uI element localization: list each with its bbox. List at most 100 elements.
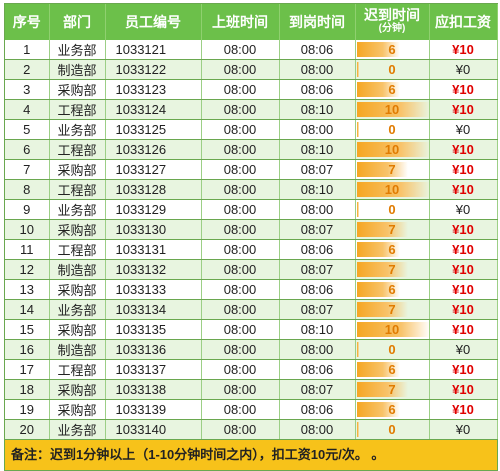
late-value: 10 <box>384 102 400 117</box>
late-data-bar <box>356 222 408 237</box>
cell-dept: 采购部 <box>49 159 106 180</box>
cell-employee-id: 1033128 <box>105 179 202 200</box>
table-row: 15 采购部 1033135 08:00 08:10 10 ¥10 <box>5 319 498 340</box>
cell-late-minutes: 10 <box>355 319 430 340</box>
cell-start-time: 08:00 <box>201 199 280 220</box>
cell-no: 8 <box>5 179 50 200</box>
cell-arrive-time: 08:06 <box>279 239 356 260</box>
cell-no: 5 <box>5 119 50 140</box>
late-value: 0 <box>388 62 396 77</box>
cell-arrive-time: 08:07 <box>279 259 356 280</box>
cell-start-time: 08:00 <box>201 40 280 60</box>
table-row: 8 工程部 1033128 08:00 08:10 10 ¥10 <box>5 179 498 200</box>
cell-arrive-time: 08:06 <box>279 40 356 60</box>
cell-employee-id: 1033125 <box>105 119 202 140</box>
attendance-table: 序号 部门 员工编号 上班时间 到岗时间 迟到时间 (分钟) 应扣工资 1 业务部… <box>5 4 498 440</box>
late-data-bar <box>356 162 408 177</box>
cell-late-minutes: 0 <box>355 339 430 360</box>
cell-no: 3 <box>5 79 50 100</box>
late-data-bar <box>356 282 401 297</box>
cell-dept: 业务部 <box>49 119 106 140</box>
cell-arrive-time: 08:00 <box>279 419 356 440</box>
cell-start-time: 08:00 <box>201 339 280 360</box>
table-row: 11 工程部 1033131 08:00 08:06 6 ¥10 <box>5 239 498 260</box>
table-row: 20 业务部 1033140 08:00 08:00 0 ¥0 <box>5 419 498 440</box>
late-data-bar <box>356 62 360 77</box>
cell-arrive-time: 08:00 <box>279 119 356 140</box>
cell-arrive-time: 08:00 <box>279 199 356 220</box>
cell-dept: 业务部 <box>49 419 106 440</box>
cell-deduction: ¥10 <box>429 319 498 340</box>
cell-late-minutes: 6 <box>355 79 430 100</box>
cell-employee-id: 1033124 <box>105 99 202 120</box>
table-row: 17 工程部 1033137 08:00 08:06 6 ¥10 <box>5 359 498 380</box>
late-data-bar <box>356 42 401 57</box>
cell-start-time: 08:00 <box>201 319 280 340</box>
late-value: 6 <box>388 362 396 377</box>
cell-dept: 工程部 <box>49 239 106 260</box>
cell-no: 4 <box>5 99 50 120</box>
cell-late-minutes: 10 <box>355 179 430 200</box>
table-row: 14 业务部 1033134 08:00 08:07 7 ¥10 <box>5 299 498 320</box>
cell-dept: 制造部 <box>49 339 106 360</box>
cell-deduction: ¥10 <box>429 159 498 180</box>
cell-late-minutes: 7 <box>355 299 430 320</box>
cell-deduction: ¥0 <box>429 199 498 220</box>
late-data-bar <box>356 302 408 317</box>
table-row: 1 业务部 1033121 08:00 08:06 6 ¥10 <box>5 40 498 60</box>
cell-no: 12 <box>5 259 50 280</box>
cell-dept: 工程部 <box>49 359 106 380</box>
cell-start-time: 08:00 <box>201 279 280 300</box>
cell-deduction: ¥10 <box>429 379 498 400</box>
cell-start-time: 08:00 <box>201 239 280 260</box>
cell-employee-id: 1033138 <box>105 379 202 400</box>
cell-deduction: ¥10 <box>429 299 498 320</box>
table-row: 19 采购部 1033139 08:00 08:06 6 ¥10 <box>5 399 498 420</box>
cell-no: 14 <box>5 299 50 320</box>
cell-no: 20 <box>5 419 50 440</box>
cell-no: 7 <box>5 159 50 180</box>
cell-arrive-time: 08:06 <box>279 79 356 100</box>
table-row: 16 制造部 1033136 08:00 08:00 0 ¥0 <box>5 339 498 360</box>
late-data-bar <box>356 202 360 217</box>
cell-employee-id: 1033135 <box>105 319 202 340</box>
cell-employee-id: 1033139 <box>105 399 202 420</box>
cell-deduction: ¥10 <box>429 259 498 280</box>
cell-start-time: 08:00 <box>201 159 280 180</box>
cell-arrive-time: 08:10 <box>279 139 356 160</box>
cell-dept: 制造部 <box>49 259 106 280</box>
cell-late-minutes: 10 <box>355 139 430 160</box>
cell-no: 10 <box>5 219 50 240</box>
cell-no: 9 <box>5 199 50 220</box>
late-data-bar <box>356 182 430 197</box>
late-value: 10 <box>384 322 400 337</box>
late-data-bar <box>356 402 401 417</box>
late-data-bar <box>356 82 401 97</box>
cell-late-minutes: 0 <box>355 199 430 220</box>
cell-deduction: ¥0 <box>429 339 498 360</box>
cell-start-time: 08:00 <box>201 399 280 420</box>
cell-late-minutes: 6 <box>355 239 430 260</box>
cell-no: 1 <box>5 40 50 60</box>
cell-deduction: ¥10 <box>429 99 498 120</box>
cell-no: 13 <box>5 279 50 300</box>
cell-dept: 采购部 <box>49 399 106 420</box>
late-value: 7 <box>388 302 396 317</box>
header-dept: 部门 <box>49 4 106 40</box>
late-value: 7 <box>388 382 396 397</box>
late-data-bar <box>356 262 408 277</box>
cell-late-minutes: 7 <box>355 159 430 180</box>
table-row: 6 工程部 1033126 08:00 08:10 10 ¥10 <box>5 139 498 160</box>
cell-late-minutes: 6 <box>355 279 430 300</box>
cell-arrive-time: 08:06 <box>279 399 356 420</box>
cell-employee-id: 1033132 <box>105 259 202 280</box>
cell-no: 19 <box>5 399 50 420</box>
cell-employee-id: 1033130 <box>105 219 202 240</box>
attendance-sheet: 序号 部门 员工编号 上班时间 到岗时间 迟到时间 (分钟) 应扣工资 1 业务部… <box>4 3 498 471</box>
cell-dept: 业务部 <box>49 40 106 60</box>
cell-dept: 采购部 <box>49 279 106 300</box>
table-row: 13 采购部 1033133 08:00 08:06 6 ¥10 <box>5 279 498 300</box>
cell-start-time: 08:00 <box>201 379 280 400</box>
late-value: 0 <box>388 422 396 437</box>
cell-dept: 工程部 <box>49 139 106 160</box>
